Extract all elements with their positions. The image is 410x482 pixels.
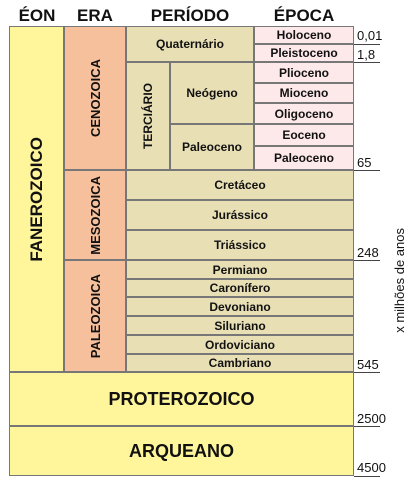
tick-4500	[354, 476, 380, 477]
axis-label-container: x milhões de anos	[389, 200, 409, 360]
tick-248	[354, 260, 380, 261]
header-epoch: ÉPOCA	[273, 6, 335, 25]
epoch-eocene-label: Eoceno	[282, 128, 326, 142]
period-carboniferous: Caronífero	[126, 279, 354, 297]
period-carboniferous-label: Caronífero	[209, 281, 271, 295]
period-ordovician-label: Ordoviciano	[204, 337, 275, 352]
epoch-eocene: Eoceno	[254, 124, 354, 146]
tick-0-01	[354, 44, 380, 45]
epoch-paleocene-label: Paleoceno	[273, 151, 335, 165]
epoch-pliocene-label: Plioceno	[278, 65, 329, 80]
eon-phanerozoic-label: FANEROZOICO	[26, 136, 46, 262]
age-label-65: 65	[357, 155, 372, 170]
epoch-miocene: Mioceno	[254, 83, 354, 103]
tick-545	[354, 372, 380, 373]
period-cambrian-label: Cambriano	[208, 356, 272, 370]
age-label-2500: 2500	[357, 411, 386, 426]
epoch-pleistocene-label: Pleistoceno	[270, 46, 338, 60]
period-quaternary-label: Quaternário	[155, 37, 224, 51]
epoch-holocene: Holoceno	[254, 26, 354, 44]
eon-proterozoic-label: PROTEROZOICO	[108, 388, 255, 409]
period-tertiary: TERCIÁRIO	[126, 62, 170, 170]
period-paleogene-label: Paleoceno	[181, 140, 243, 154]
period-tertiary-label: TERCIÁRIO	[141, 83, 155, 149]
axis-label: x milhões de anos	[391, 227, 407, 333]
era-mesozoic: MESOZOICA	[64, 170, 126, 260]
epoch-pleistocene: Pleistoceno	[254, 44, 354, 62]
period-neogene: Neógeno	[170, 62, 254, 124]
era-paleozoic: PALEOZOICA	[64, 260, 126, 372]
age-label-1-8: 1,8	[357, 47, 376, 62]
epoch-holocene-label: Holoceno	[276, 28, 332, 42]
epoch-pliocene: Plioceno	[254, 62, 354, 83]
tick-2500	[354, 426, 380, 427]
period-cretaceous-label: Cretáceo	[214, 178, 266, 192]
age-label-545: 545	[357, 357, 379, 372]
header-eon: ÉON	[18, 6, 56, 25]
era-cenozoic: CENOZOICA	[64, 26, 126, 170]
era-cenozoic-label: CENOZOICA	[87, 59, 103, 137]
period-jurassic-label: Jurássico	[211, 208, 269, 222]
tick-65	[354, 170, 380, 171]
epoch-oligocene: Oligoceno	[254, 103, 354, 124]
period-cambrian: Cambriano	[126, 354, 354, 372]
period-jurassic: Jurássico	[126, 200, 354, 230]
age-label-4500: 4500	[357, 460, 386, 475]
epoch-oligocene-label: Oligoceno	[274, 106, 334, 121]
era-paleozoic-label: PALEOZOICA	[87, 273, 103, 359]
eon-archean-label: ARQUEANO	[128, 440, 234, 461]
era-mesozoic-label: MESOZOICA	[87, 175, 103, 255]
period-neogene-label: Neógeno	[186, 86, 238, 100]
period-devonian: Devoniano	[126, 297, 354, 316]
period-paleogene: Paleoceno	[170, 124, 254, 170]
epoch-paleocene: Paleoceno	[254, 146, 354, 170]
tick-1-8	[354, 62, 380, 63]
eon-archean: ARQUEANO	[9, 426, 354, 476]
period-triassic: Triássico	[126, 230, 354, 260]
epoch-miocene-label: Mioceno	[279, 86, 329, 100]
period-silurian: Siluriano	[126, 316, 354, 335]
period-permian-label: Permiano	[212, 262, 268, 277]
period-silurian-label: Siluriano	[214, 318, 266, 333]
period-permian: Permiano	[126, 260, 354, 279]
header-era: ERA	[77, 6, 113, 25]
eon-proterozoic: PROTEROZOICO	[9, 372, 354, 426]
age-label-248: 248	[357, 245, 379, 260]
age-label-0-01: 0,01	[357, 28, 383, 43]
period-quaternary: Quaternário	[126, 26, 254, 62]
period-ordovician: Ordoviciano	[126, 335, 354, 354]
header-period: PERÍODO	[150, 6, 230, 25]
eon-phanerozoic: FANEROZOICO	[9, 26, 64, 372]
period-cretaceous: Cretáceo	[126, 170, 354, 200]
period-triassic-label: Triássico	[213, 238, 267, 252]
period-devonian-label: Devoniano	[209, 299, 271, 314]
